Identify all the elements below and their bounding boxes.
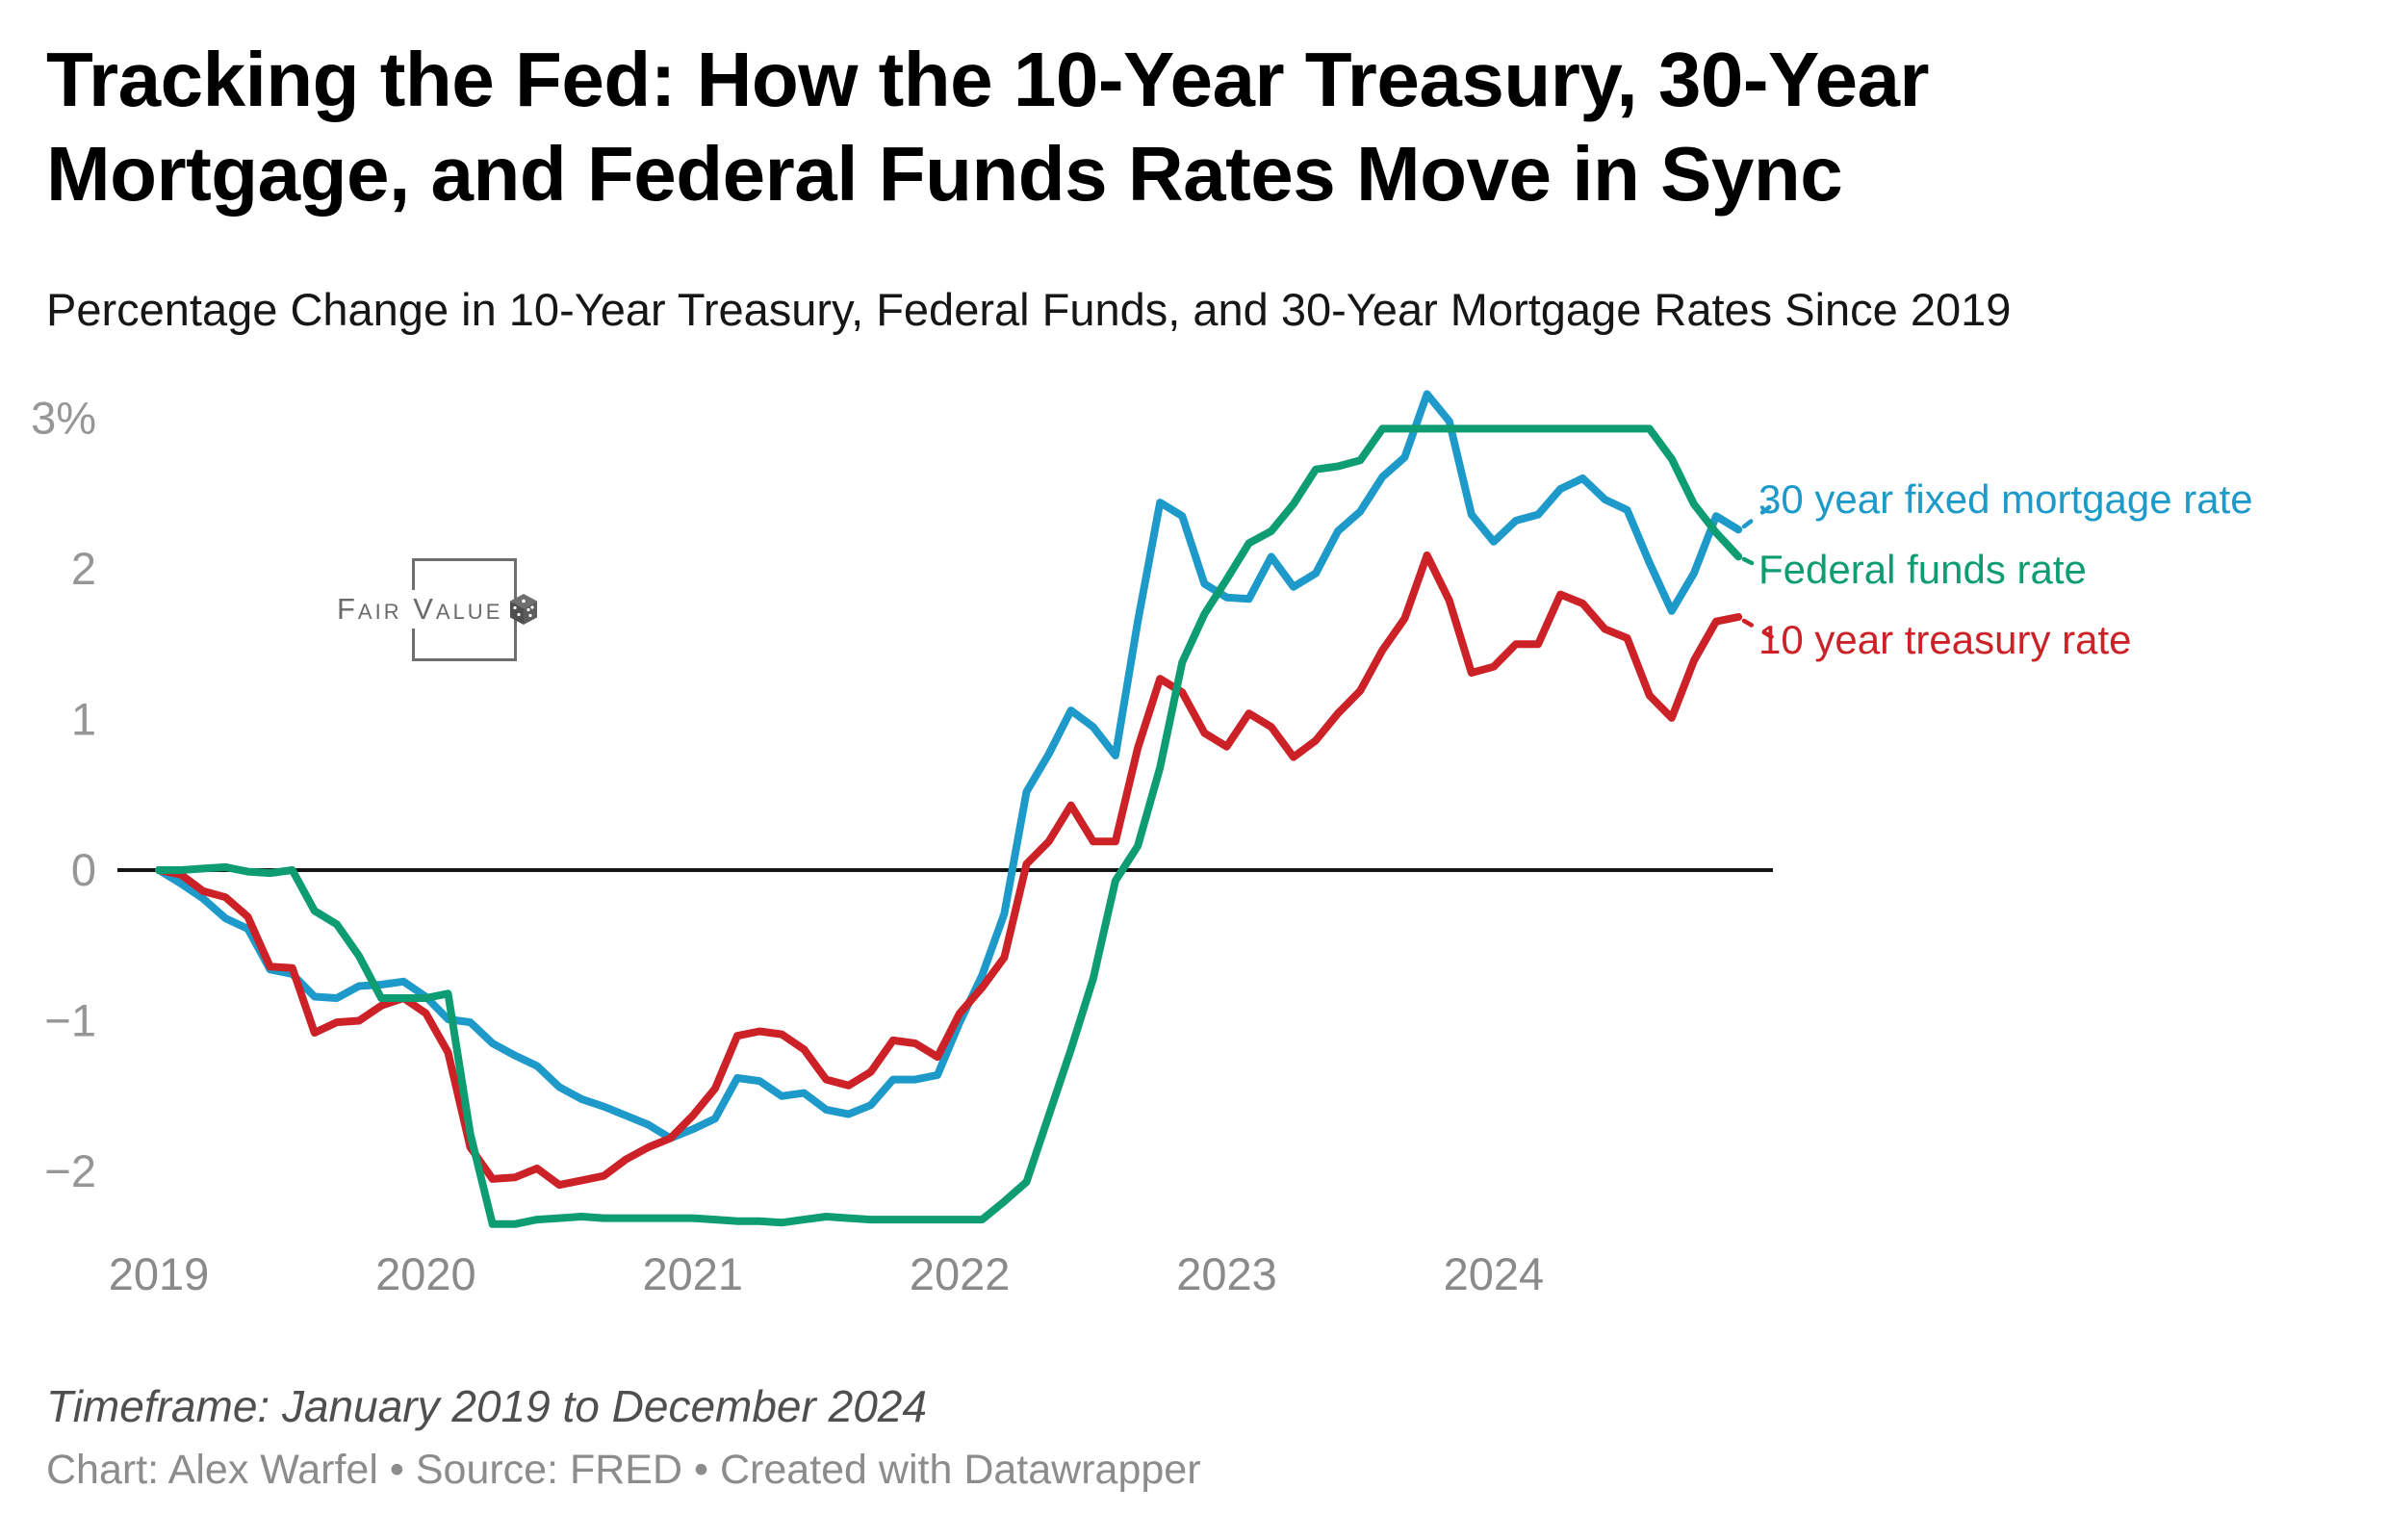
legend-leader-fedfunds [1741,556,1768,573]
chart-subtitle: Percentage Change in 10-Year Treasury, F… [46,284,2012,335]
series-line-1 [155,551,1743,1190]
x-tick-label: 2020 [375,1248,476,1299]
y-tick-label: −1 [44,995,96,1046]
legend-leader-treasury [1741,618,1784,645]
x-tick-label: 2022 [910,1248,1011,1299]
x-tick-label: 2023 [1176,1248,1277,1299]
y-tick-label: 2 [71,543,96,594]
x-tick-label: 2021 [643,1248,744,1299]
watermark-text: Fair Value [333,590,503,629]
legend-label-mortgage: 30 year fixed mortgage rate [1758,476,2253,522]
y-tick-label: 0 [71,844,96,895]
y-tick-label: 3% [31,392,96,443]
series-line-0 [155,390,1743,1142]
x-tick-label: 2019 [109,1248,210,1299]
watermark: Fair Value [333,590,539,629]
legend-label-fedfunds: Federal funds rate [1758,547,2087,592]
dice-icon [508,593,539,626]
y-tick-label: 1 [71,694,96,745]
page-title-line-2: Mortgage, and Federal Funds Rates Move i… [46,131,1843,218]
legend-label-treasury: 10 year treasury rate [1758,617,2132,662]
footer-timeframe: Timeframe: January 2019 to December 2024 [46,1381,927,1431]
axis-tick-labels: 3% 2 1 0 −1 −2 2019 2020 2021 2022 2023 2024 [31,392,1544,1299]
legend-leader-mortgage [1741,499,1780,529]
footer-attribution: Chart: Alex Warfel • Source: FRED • Crea… [46,1447,1201,1493]
series-line-2 [155,424,1743,1228]
page-title-line-1: Tracking the Fed: How the 10-Year Treasu… [46,37,1930,122]
y-tick-label: −2 [44,1145,96,1196]
series-lines [155,390,1743,1228]
x-tick-label: 2024 [1444,1248,1545,1299]
page-title: Tracking the Fed: How the 10-Year Treasu… [46,33,2289,222]
